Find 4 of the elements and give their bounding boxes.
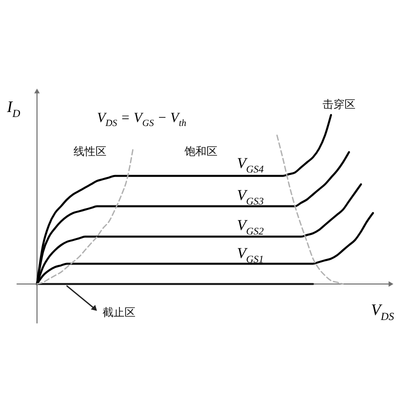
text: 击穿区	[322, 98, 356, 111]
annotation: 线性区	[74, 145, 106, 158]
text: 截止区	[102, 306, 136, 319]
annotation: 饱和区	[184, 145, 218, 158]
